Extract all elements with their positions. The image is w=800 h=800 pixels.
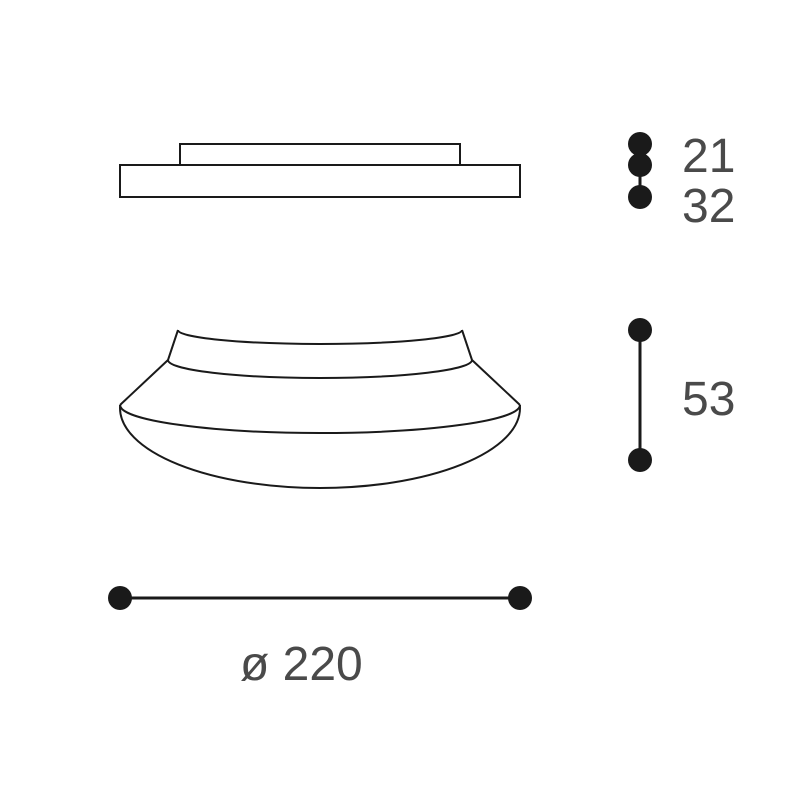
width-dot-right (508, 586, 532, 610)
dim-label-53: 53 (682, 373, 735, 426)
width-dimension-label: ø 220 (240, 638, 363, 691)
side-dot-top-2 (628, 153, 652, 177)
side-dot-top-1 (628, 132, 652, 156)
mask-rect (116, 290, 524, 405)
profile-cap (180, 144, 460, 165)
technical-drawing: ø 220 2132 53 (0, 0, 800, 800)
dim-label-21: 21 (682, 130, 735, 183)
side-dot-top-3 (628, 185, 652, 209)
side-dot-body-1 (628, 318, 652, 342)
width-dot-left (108, 586, 132, 610)
dim-label-32: 32 (682, 180, 735, 233)
side-dot-body-2 (628, 448, 652, 472)
profile-base (120, 165, 520, 197)
